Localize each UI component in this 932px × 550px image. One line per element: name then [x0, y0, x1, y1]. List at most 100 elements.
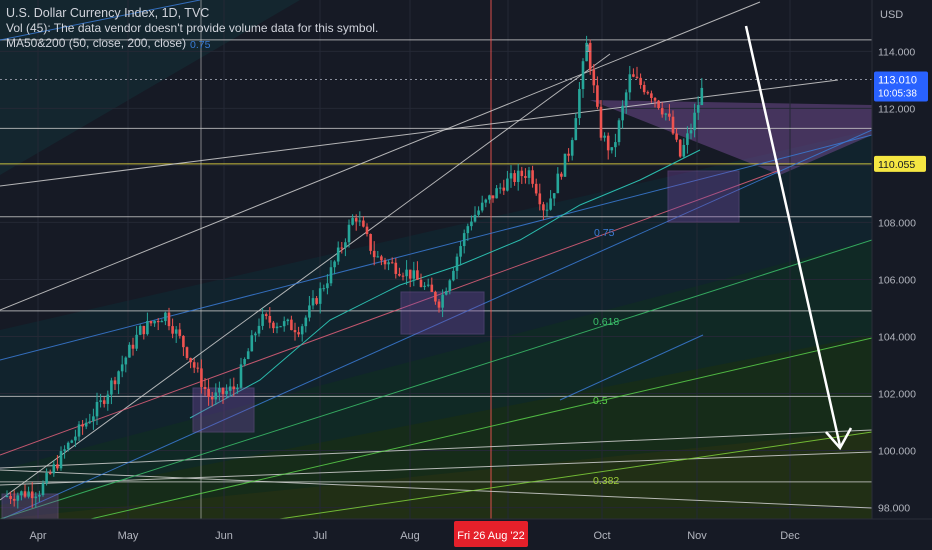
candle-body	[617, 120, 621, 143]
candle-body	[45, 472, 48, 484]
x-tick-label: Dec	[780, 530, 800, 542]
candle-body	[664, 113, 668, 115]
candle-body	[696, 105, 700, 113]
candle-body	[437, 301, 441, 308]
candle-body	[178, 329, 182, 336]
candle-body	[401, 275, 405, 277]
trend-line	[0, 239, 872, 519]
candle-body	[272, 322, 275, 329]
candle-body	[228, 386, 232, 391]
symbol-title[interactable]: U.S. Dollar Currency Index, 1D, TVC	[6, 6, 210, 20]
candle-body	[286, 319, 290, 322]
candle-body	[236, 387, 239, 390]
candle-body	[174, 329, 178, 334]
moving-average-indicator[interactable]: MA50&200 (50, close, 200, close)	[6, 36, 187, 50]
candle-body	[405, 269, 408, 277]
candle-body	[63, 449, 66, 452]
candle-body	[113, 380, 117, 385]
candle-body	[387, 262, 390, 265]
candle-body	[329, 267, 333, 284]
candle-body	[120, 364, 124, 372]
candle-body	[682, 144, 686, 157]
y-tick-label: 104.000	[878, 331, 916, 343]
candle-body	[430, 284, 434, 292]
candle-body	[646, 92, 650, 94]
candle-body	[653, 97, 657, 101]
candle-body	[70, 440, 74, 443]
candle-body	[498, 187, 502, 189]
candle-body	[578, 89, 581, 119]
candle-body	[524, 176, 527, 178]
candle-body	[560, 173, 563, 177]
candle-body	[545, 209, 549, 211]
candle-body	[635, 76, 639, 78]
trend-line	[0, 451, 872, 486]
candle-body	[99, 400, 102, 402]
candle-body	[632, 74, 635, 77]
fib-level-label: 0.75	[594, 227, 615, 239]
candle-body	[304, 317, 308, 327]
candle-body	[527, 170, 531, 178]
trend-line	[559, 334, 704, 401]
candle-body	[462, 233, 466, 247]
candle-body	[322, 288, 326, 290]
candle-body	[657, 100, 660, 109]
candle-body	[156, 320, 160, 323]
candle-body	[12, 498, 16, 501]
candle-body	[275, 326, 279, 329]
candle-body	[214, 392, 218, 400]
candle-body	[297, 332, 300, 335]
fib-level-label: 0.5	[593, 395, 608, 407]
candle-body	[426, 284, 430, 286]
y-tick-label: 102.000	[878, 389, 916, 401]
y-tick-label: 98.000	[878, 503, 910, 515]
candle-body	[484, 199, 488, 203]
candle-body	[520, 170, 524, 177]
candle-body	[41, 483, 45, 496]
crosshair-date-badge	[454, 521, 528, 547]
candle-body	[315, 298, 318, 304]
candle-body	[592, 69, 596, 86]
candle-body	[264, 314, 268, 317]
candle-body	[455, 256, 459, 271]
candle-body	[268, 316, 272, 323]
candle-body	[549, 198, 552, 210]
candle-body	[624, 92, 628, 106]
candle-body	[639, 77, 642, 85]
volume-indicator-note[interactable]: Vol (45): The data vendor doesn't provid…	[6, 21, 379, 35]
candle-body	[383, 260, 387, 265]
trend-line	[0, 1, 761, 311]
candle-body	[434, 291, 437, 302]
candle-body	[606, 135, 610, 151]
candle-body	[531, 170, 534, 184]
candle-body	[239, 364, 243, 388]
candle-body	[441, 294, 444, 308]
price-badge-value: 113.010	[878, 75, 917, 87]
candle-body	[149, 321, 153, 324]
candle-body	[16, 495, 20, 501]
candle-body	[300, 326, 304, 335]
candle-body	[336, 247, 340, 262]
candle-body	[556, 173, 560, 194]
trend-line	[1, 129, 872, 519]
candle-body	[117, 371, 120, 385]
candle-body	[88, 421, 92, 423]
candle-body	[308, 305, 311, 318]
candle-body	[250, 335, 254, 352]
candle-body	[351, 218, 354, 225]
candle-body	[452, 270, 455, 281]
x-tick-label: Oct	[593, 530, 610, 542]
candle-body	[628, 74, 632, 93]
candle-body	[192, 362, 196, 368]
fib-level-label: 0.382	[593, 475, 619, 487]
candle-body	[210, 396, 214, 400]
candle-body	[480, 202, 484, 211]
candle-body	[534, 183, 538, 194]
candle-body	[34, 496, 38, 499]
candle-body	[153, 320, 156, 324]
candle-body	[574, 118, 578, 141]
candle-body	[459, 246, 462, 257]
price-badge	[874, 71, 928, 102]
